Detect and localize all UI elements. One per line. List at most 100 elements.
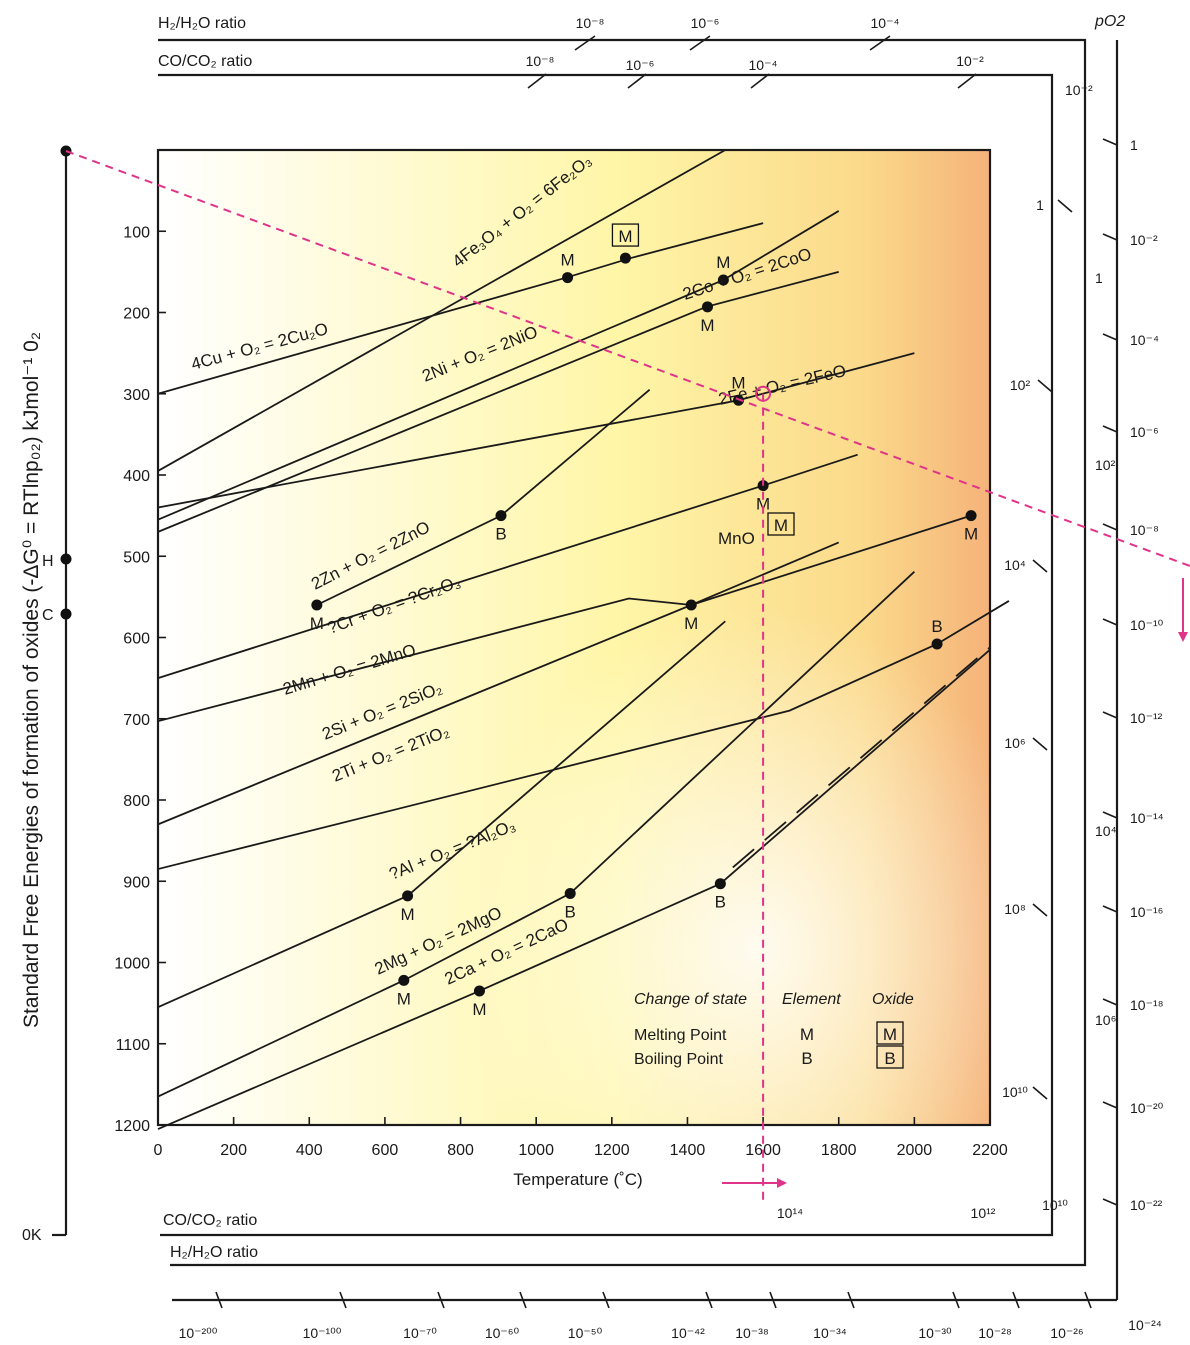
marker-dot-14 <box>473 985 485 997</box>
bottom-co-label: CO/CO₂ ratio <box>163 1212 257 1229</box>
top-co-label: CO/CO₂ ratio <box>158 53 252 70</box>
marker-dot-8 <box>685 599 697 611</box>
marker-label-11: M <box>401 905 415 924</box>
marker-label-7: M <box>756 495 770 514</box>
series-line-11 <box>157 571 915 1098</box>
x-tick-label: 1400 <box>670 1142 706 1159</box>
h2-right-tick <box>1057 199 1073 213</box>
h2-right-tick-label: 1 <box>1036 197 1044 213</box>
bottom-po2-tick <box>1084 1291 1092 1309</box>
co-right-tick-label: 10² <box>1095 457 1116 473</box>
x-axis-label: Temperature (˚C) <box>513 1170 642 1189</box>
po2-tick <box>1102 523 1118 531</box>
left-axis-zero-label: 0K <box>22 1227 42 1244</box>
y-tick-label: 500 <box>123 549 150 566</box>
top-h2-tick-label: 10⁻⁸ <box>576 15 605 31</box>
h2-right-tick-label: 10¹⁰ <box>1002 1084 1028 1100</box>
co-right-tick-label: 10⁶ <box>1095 1012 1116 1028</box>
left-axis-point-1 <box>60 553 72 565</box>
bottom-po2-tick-label: 10⁻³⁴ <box>813 1325 847 1341</box>
legend-row-label: Melting Point <box>634 1027 727 1044</box>
legend-row-oxide: M <box>883 1025 897 1044</box>
top-h2-tick-label: 10⁻⁶ <box>691 15 720 31</box>
po2-tick <box>1102 333 1118 341</box>
bottom-h2-label: H₂/H₂O ratio <box>170 1244 258 1261</box>
series-line-7 <box>157 541 840 723</box>
po2-tick <box>1102 233 1118 241</box>
top-co-tick <box>527 73 547 89</box>
y-axis-label: Standard Free Energies of formation of o… <box>20 332 43 1028</box>
y-tick-label: 700 <box>123 712 150 729</box>
h2-right-tick <box>1032 737 1048 751</box>
legend-row-oxide: B <box>884 1049 895 1068</box>
marker-label-6: M <box>310 614 324 633</box>
po2-tick <box>1102 905 1118 913</box>
bottom-po2-tick-label: 10⁻¹⁰⁰ <box>303 1325 342 1341</box>
bottom-po2-tick <box>1012 1291 1020 1309</box>
series-line-1 <box>157 222 764 395</box>
po2-tick-label: 1 <box>1130 137 1138 153</box>
marker-label-9: M <box>964 525 978 544</box>
guide-lines <box>65 150 1190 1200</box>
top-h2-tick <box>689 35 711 51</box>
legend-header-state: Change of state <box>634 991 747 1008</box>
legend-header-element: Element <box>782 991 841 1008</box>
bottom-po2-tick <box>215 1291 223 1309</box>
po2-tick-label: 10⁻¹⁰ <box>1130 617 1164 633</box>
top-co-tick-label: 10⁻⁸ <box>526 53 555 69</box>
y-tick-label: 600 <box>123 631 150 648</box>
mno-marker-label: M <box>774 516 788 535</box>
marker-label-14: M <box>472 1000 486 1019</box>
po2-tick-label: 10⁻¹² <box>1130 710 1163 726</box>
h2-right-tick <box>1032 1086 1048 1100</box>
marker-label-10: B <box>931 617 942 636</box>
h2-right-tick-label: 10⁸ <box>1004 901 1026 917</box>
marker-dot-12 <box>564 887 576 899</box>
bottom-po2-tick <box>602 1291 610 1309</box>
mno-label: MnO <box>718 529 755 548</box>
h2-right-tick-label: 10⁴ <box>1004 557 1026 573</box>
y-tick-label: 100 <box>123 224 150 241</box>
marker-box-1 <box>611 223 640 247</box>
po2-tick-label: 10⁻²² <box>1130 1197 1163 1213</box>
po2-tick <box>1102 425 1118 433</box>
series-line-12 <box>157 649 991 1130</box>
y-tick-label: 300 <box>123 387 150 404</box>
top-h2-tick-label: 10⁻⁴ <box>871 15 900 31</box>
po2-tick-label: 10⁻⁸ <box>1130 522 1159 538</box>
co-right-tick-label: 10⁴ <box>1095 823 1117 839</box>
mno-marker-box <box>767 512 795 536</box>
y-tick-label: 1200 <box>114 1118 150 1135</box>
bottom-po2-tick <box>705 1291 713 1309</box>
top-co-tick <box>627 73 647 89</box>
po2-tick-label: 10⁻⁶ <box>1130 424 1159 440</box>
x-tick-label: 800 <box>447 1142 474 1159</box>
bottom-po2-tick-label: 10⁻⁶⁰ <box>485 1325 520 1341</box>
po2-tick-label: 10⁻²⁴ <box>1128 1317 1162 1333</box>
y-axis: 100 200 300 400 500 600 700 800 900 1000 1100 1200 <box>114 224 166 1135</box>
bottom-po2-tick <box>769 1291 777 1309</box>
po2-tick <box>1102 138 1118 146</box>
y-tick-label: 200 <box>123 306 150 323</box>
po2-tick-label: 10⁻¹⁴ <box>1130 810 1164 826</box>
po2-tick-label: 10⁻² <box>1130 232 1158 248</box>
y-tick-label: 1100 <box>116 1037 151 1054</box>
top-co-tick-label: 10⁻⁶ <box>626 57 655 73</box>
x-tick-label: 1000 <box>518 1142 554 1159</box>
po2-tick <box>1102 1101 1118 1109</box>
po2-tick-label: 10⁻¹⁸ <box>1130 997 1164 1013</box>
cao-vapour-extension <box>732 646 991 869</box>
legend-row-element: M <box>800 1025 814 1044</box>
bottom-po2-tick <box>519 1291 527 1309</box>
marker-dot-6 <box>311 599 323 611</box>
bottom-po2-tick-label: 10⁻⁴² <box>671 1325 705 1341</box>
po2-tick <box>1102 1198 1118 1206</box>
marker-label-5: B <box>495 525 506 544</box>
x-tick-label: 2200 <box>972 1142 1008 1159</box>
guide-intersection <box>755 385 772 402</box>
h2-right-tick-label: 10² <box>1010 377 1031 393</box>
marker-label-8: M <box>684 614 698 633</box>
y-tick-label: 1000 <box>114 956 150 973</box>
x-tick-label: 1800 <box>821 1142 857 1159</box>
